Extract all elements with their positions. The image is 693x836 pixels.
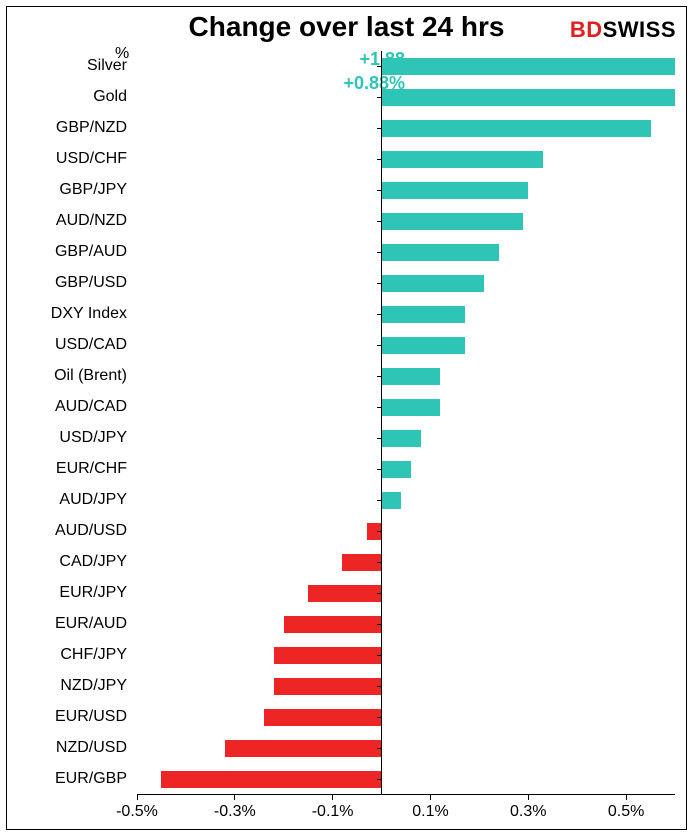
bar: [382, 430, 421, 448]
y-axis-label: Gold: [7, 88, 127, 106]
y-axis-label: AUD/USD: [7, 522, 127, 540]
x-axis-label: 0.1%: [412, 803, 448, 821]
y-axis-label: NZD/JPY: [7, 677, 127, 695]
brand-swiss: SWISS: [603, 17, 676, 42]
y-axis-label: GBP/JPY: [7, 181, 127, 199]
x-tick: [234, 794, 235, 800]
bar: [382, 337, 465, 355]
bar: [274, 678, 382, 696]
x-axis-label: -0.1%: [312, 803, 354, 821]
y-axis-label: GBP/USD: [7, 274, 127, 292]
bar: [382, 244, 499, 262]
y-axis-label: NZD/USD: [7, 739, 127, 757]
x-axis-label: 0.3%: [510, 803, 546, 821]
bar: [308, 585, 381, 603]
bar: [382, 182, 529, 200]
brand-logo: BDSWISS: [570, 17, 676, 43]
y-axis-label: Silver: [7, 57, 127, 75]
y-axis-label: EUR/JPY: [7, 584, 127, 602]
bar: [274, 647, 382, 665]
x-tick: [430, 794, 431, 800]
y-axis-label: GBP/NZD: [7, 119, 127, 137]
y-axis-label: USD/CHF: [7, 150, 127, 168]
x-axis-label: 0.5%: [608, 803, 644, 821]
y-axis-label: AUD/NZD: [7, 212, 127, 230]
bar: [382, 89, 675, 107]
x-axis-label: -0.5%: [116, 803, 158, 821]
chart-frame: Change over last 24 hrs BDSWISS % +1.88+…: [6, 6, 687, 830]
y-axis-label: CAD/JPY: [7, 553, 127, 571]
x-axis: [137, 794, 675, 795]
bar: [382, 213, 524, 231]
x-tick: [332, 794, 333, 800]
y-axis-label: EUR/CHF: [7, 460, 127, 478]
bar: [382, 306, 465, 324]
bar: [382, 58, 675, 76]
x-tick: [528, 794, 529, 800]
y-axis-label: GBP/AUD: [7, 243, 127, 261]
bar: [382, 368, 441, 386]
y-axis-label: USD/CAD: [7, 336, 127, 354]
bar: [382, 399, 441, 417]
zero-axis: [381, 51, 382, 795]
y-axis-label: CHF/JPY: [7, 646, 127, 664]
y-axis-label: AUD/JPY: [7, 491, 127, 509]
bar: [382, 151, 543, 169]
bar: [264, 709, 381, 727]
x-tick: [626, 794, 627, 800]
bar: [284, 616, 382, 634]
y-axis-label: EUR/GBP: [7, 770, 127, 788]
x-axis-label: -0.3%: [214, 803, 256, 821]
y-axis-label: AUD/CAD: [7, 398, 127, 416]
bar: [161, 771, 381, 789]
x-tick: [137, 794, 138, 800]
bar: [225, 740, 382, 758]
y-axis-label: USD/JPY: [7, 429, 127, 447]
bar: [382, 120, 651, 138]
plot-area: SilverGoldGBP/NZDUSD/CHFGBP/JPYAUD/NZDGB…: [137, 51, 675, 795]
y-axis-label: EUR/AUD: [7, 615, 127, 633]
bar: [382, 461, 411, 479]
bar: [382, 275, 485, 293]
y-axis-label: Oil (Brent): [7, 367, 127, 385]
bar: [382, 492, 402, 510]
y-axis-label: DXY Index: [7, 305, 127, 323]
brand-bd: BD: [570, 17, 603, 42]
y-axis-label: EUR/USD: [7, 708, 127, 726]
